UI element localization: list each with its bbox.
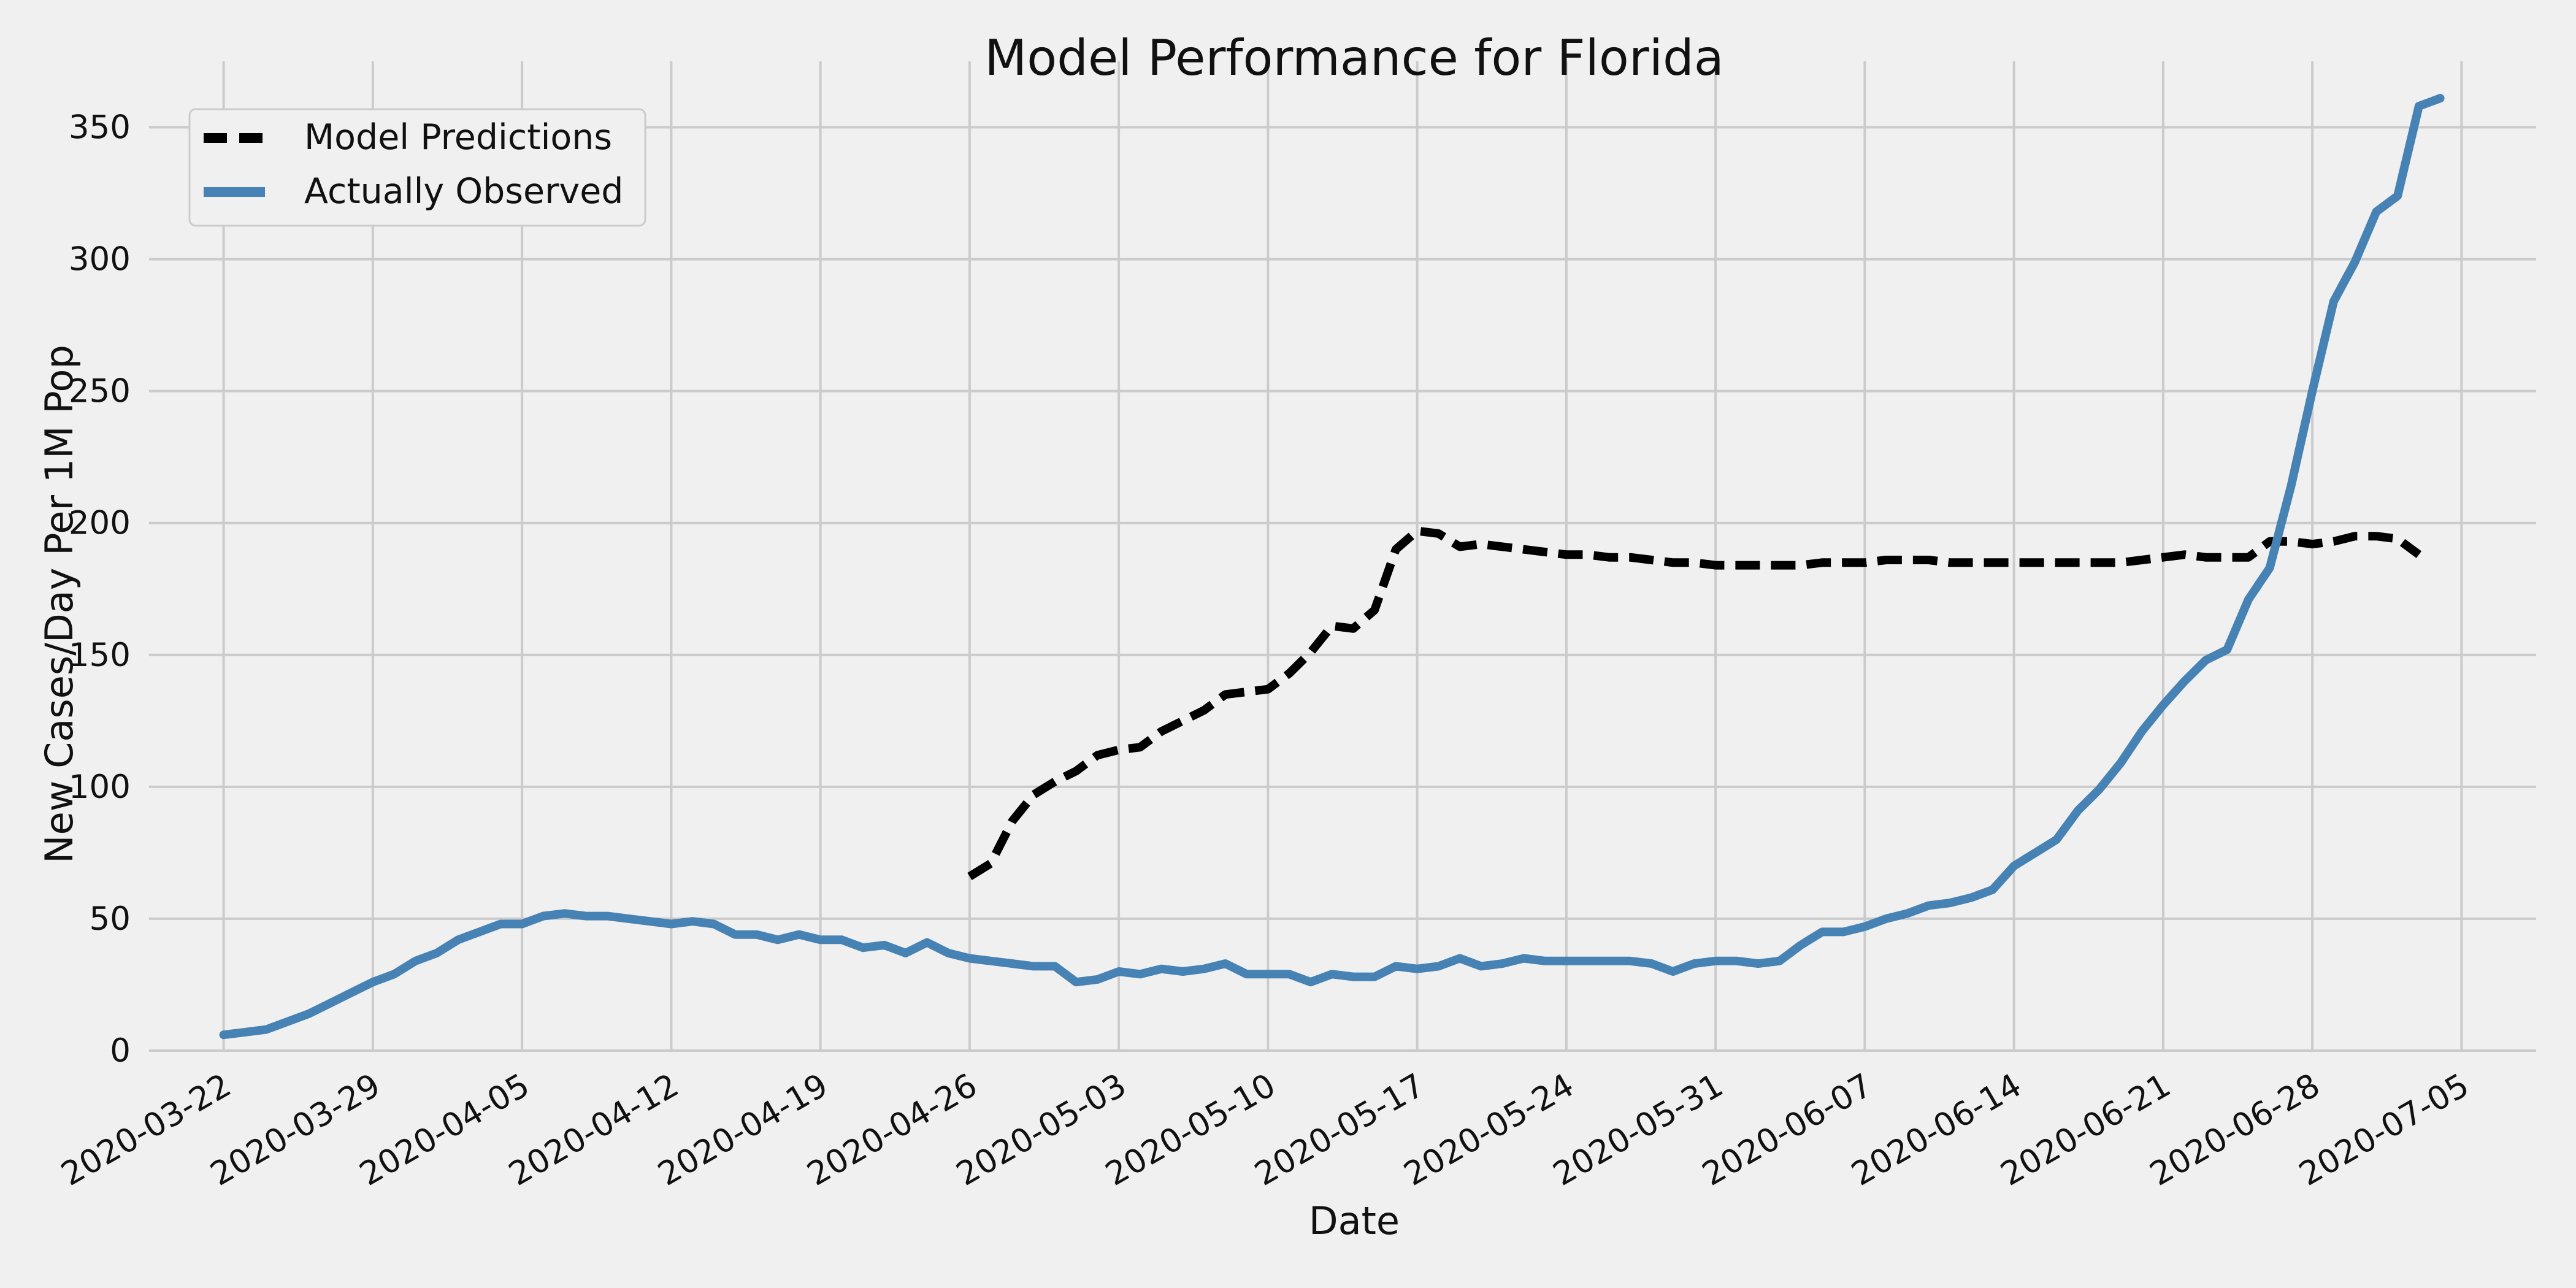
legend-box	[188, 108, 646, 227]
legend: Model Predictions Actually Observed	[188, 108, 646, 227]
series-line-actually-observed	[219, 94, 2445, 1040]
y-tick-label: 300	[69, 241, 131, 278]
chart-title: Model Performance for Florida	[984, 29, 1724, 86]
y-tick-label: 250	[69, 373, 131, 410]
x-axis-label: Date	[1309, 1198, 1400, 1243]
y-tick-label: 100	[69, 769, 131, 806]
y-tick-label: 200	[69, 505, 131, 542]
y-tick-label: 150	[69, 637, 131, 674]
series-line-model-predictions	[967, 526, 2422, 881]
legend-label-model-predictions: Model Predictions	[304, 117, 612, 158]
y-tick-label: 0	[110, 1032, 131, 1070]
y-tick-label: 350	[69, 109, 131, 147]
y-tick-label: 50	[90, 900, 131, 938]
legend-label-actually-observed: Actually Observed	[304, 171, 624, 212]
y-axis-label: New Cases/Day Per 1M Pop	[37, 345, 82, 864]
series-lines	[219, 94, 2445, 1040]
